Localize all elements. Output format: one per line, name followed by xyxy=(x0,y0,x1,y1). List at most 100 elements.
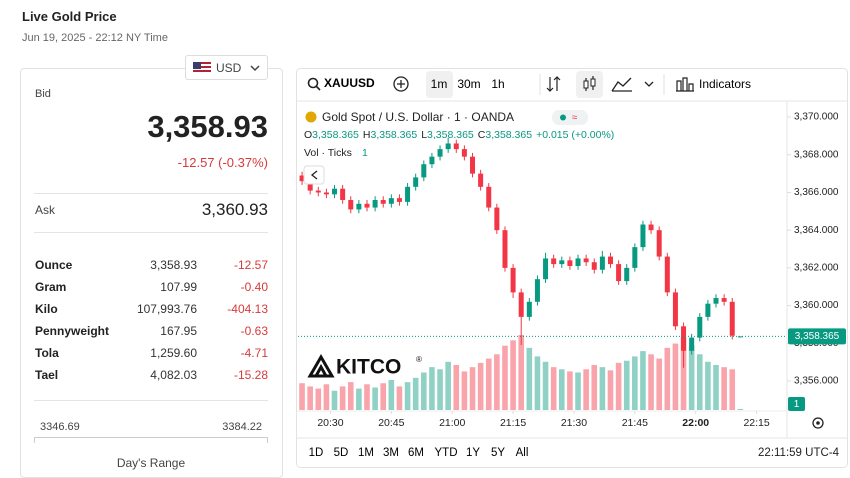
range-button[interactable]: 1M xyxy=(358,447,374,459)
bar-style-icon[interactable] xyxy=(546,76,561,92)
candle-body xyxy=(445,143,451,150)
bid-price: 3,358.93 xyxy=(147,109,268,144)
volume-bar xyxy=(705,361,711,410)
settings-icon[interactable] xyxy=(812,417,824,429)
candle-body xyxy=(543,258,549,280)
volume-bar xyxy=(469,367,476,410)
x-tick-label: 20:30 xyxy=(317,417,343,429)
interval-button[interactable]: 30m xyxy=(457,77,480,91)
compare-button[interactable] xyxy=(393,76,409,92)
volume-bar xyxy=(429,367,435,410)
volume-bar xyxy=(550,367,557,410)
volume-value: 1 xyxy=(362,147,368,159)
volume-bar xyxy=(412,377,419,410)
volume-legend: Vol · Ticks xyxy=(304,147,352,159)
range-low: 3346.69 xyxy=(40,421,80,433)
status-dot xyxy=(560,114,566,121)
area-icon[interactable] xyxy=(611,77,632,92)
y-tick-label: 3,366.000 xyxy=(794,187,839,198)
ohlc-key: C xyxy=(478,129,486,141)
volume-bar xyxy=(404,382,411,410)
x-tick-label: 21:30 xyxy=(561,417,587,429)
chevron[interactable] xyxy=(644,81,654,87)
compare-icon xyxy=(397,80,405,88)
search-icon xyxy=(315,85,321,91)
indicators-button[interactable]: Indicators xyxy=(699,77,751,91)
candle-body xyxy=(567,260,573,266)
range-button[interactable]: 3M xyxy=(383,447,399,459)
logo: KITCO ® xyxy=(307,354,422,379)
clock: 22:11:59 UTC-4 xyxy=(758,447,840,459)
volume-bar xyxy=(623,360,630,410)
range-button[interactable]: YTD xyxy=(435,447,458,459)
candle-body xyxy=(364,203,370,208)
volume-bar xyxy=(656,358,662,410)
x-tick-label: 20:45 xyxy=(378,417,404,429)
ohlc-value: 3,358.365 xyxy=(312,129,359,141)
interval-button[interactable]: 1h xyxy=(491,77,504,91)
candle-body xyxy=(697,316,703,338)
candle-body xyxy=(396,198,402,202)
candle-body xyxy=(307,181,313,191)
scroll-button[interactable] xyxy=(303,165,325,185)
volume-bar xyxy=(688,345,695,410)
range-button[interactable]: 1D xyxy=(309,447,324,459)
candle-icon xyxy=(590,78,596,87)
status-pill xyxy=(552,110,588,125)
search-icon[interactable] xyxy=(307,77,319,89)
volume-bar xyxy=(323,384,330,410)
candle-body xyxy=(616,264,622,282)
logo-mark: ® xyxy=(416,355,422,364)
range-button[interactable]: 5D xyxy=(334,447,349,459)
candle-body xyxy=(729,301,735,336)
settings-icon xyxy=(816,421,820,425)
candle-body xyxy=(681,326,687,351)
volume-bar xyxy=(477,362,484,410)
volume-bar xyxy=(421,372,427,410)
range-button[interactable]: 1Y xyxy=(466,447,480,459)
range-high: 3384.22 xyxy=(222,421,262,433)
candle-body xyxy=(559,260,565,265)
unit-price: 167.95 xyxy=(160,324,197,338)
volume-bar xyxy=(713,365,719,410)
candle-body xyxy=(356,203,362,210)
range-bar xyxy=(34,437,268,443)
range-button[interactable]: 6M xyxy=(408,447,424,459)
candle-body xyxy=(332,188,338,195)
candle-body xyxy=(502,230,508,268)
scroll-icon xyxy=(310,170,318,180)
unit-change: -0.40 xyxy=(240,280,268,294)
ohlc-key: O xyxy=(304,129,312,141)
candle-body xyxy=(413,177,419,187)
interval-active[interactable] xyxy=(426,71,453,98)
x-tick-label: 22:15 xyxy=(743,417,769,429)
ohlc-value: 3,358.365 xyxy=(427,129,474,141)
volume-bar xyxy=(583,369,589,410)
range-button[interactable]: All xyxy=(516,447,529,459)
candle-body xyxy=(591,262,597,270)
symbol-icon xyxy=(305,111,317,123)
indicators-icon[interactable] xyxy=(676,77,694,92)
candle-body xyxy=(518,292,524,317)
unit-change: -0.63 xyxy=(240,324,268,338)
volume-bar xyxy=(339,386,346,410)
ohlc-key: L xyxy=(421,129,427,141)
unit-change: -404.13 xyxy=(227,302,268,316)
candle-body xyxy=(437,149,443,157)
currency-label: USD xyxy=(216,61,242,75)
interval-button[interactable]: 1m xyxy=(431,77,448,91)
candle-body xyxy=(380,200,386,204)
ohlc-legend: O3,358.365 H3,358.365 L3,358.365 C3,358.365… xyxy=(304,129,614,141)
range-button[interactable]: 5Y xyxy=(491,447,505,459)
candle-body xyxy=(323,192,329,195)
candle-button[interactable] xyxy=(576,71,603,98)
candle-body xyxy=(551,258,557,265)
volume-bar xyxy=(721,367,727,410)
candle-body xyxy=(348,200,354,210)
y-tick-label: 3,368.000 xyxy=(794,149,839,160)
volume-bar xyxy=(315,388,322,410)
symbol[interactable]: XAUUSD xyxy=(324,76,375,90)
currency-select[interactable]: USD xyxy=(185,55,268,80)
volume-bar xyxy=(648,354,654,410)
